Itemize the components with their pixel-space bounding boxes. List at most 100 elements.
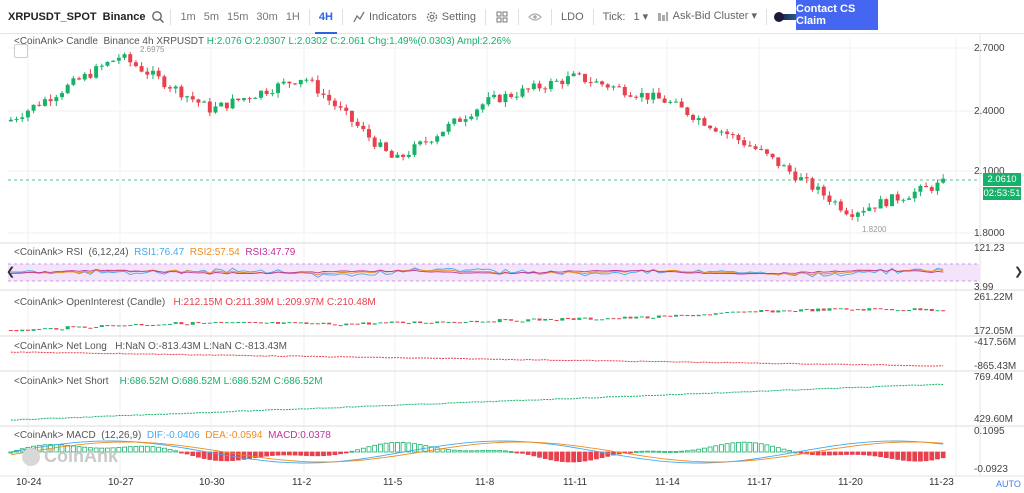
auto-scale-button[interactable]: AUTO (996, 479, 1021, 489)
timeframe-4h[interactable]: 4H (314, 0, 337, 34)
macd-bar (235, 451, 241, 461)
oi-candle (935, 310, 940, 312)
layout-button[interactable] (491, 10, 513, 24)
candle-body (196, 99, 201, 103)
candle-body (492, 94, 497, 98)
candle-body (651, 92, 656, 100)
candle-body (31, 104, 36, 111)
candle-body (116, 57, 121, 61)
netlong-legend: <CoinAnk> Net Long H:NaN O:-813.43M L:Na… (14, 341, 287, 352)
macd-bar (190, 451, 196, 457)
timeframe-5m[interactable]: 5m (203, 10, 219, 23)
macd-bar (531, 451, 537, 457)
candle-body (912, 191, 917, 199)
oi-candle (20, 329, 25, 332)
oi-candle (190, 322, 195, 325)
oi-candle (497, 319, 502, 323)
symbol-label[interactable]: XRPUSDT_SPOT (8, 10, 97, 23)
oi-candle (82, 326, 87, 328)
eye-button[interactable] (524, 10, 546, 24)
candle-body (332, 100, 337, 107)
oi-candle (736, 311, 741, 313)
candle-body (54, 97, 59, 102)
candle-body (372, 137, 377, 147)
candle-body (753, 146, 758, 149)
macd-bar (400, 442, 406, 453)
ask-bid-cluster-button[interactable]: Ask-Bid Cluster ▾ (652, 9, 761, 23)
candle-body (190, 96, 195, 100)
net-short-line (10, 383, 944, 421)
macd-bar (548, 451, 554, 461)
timeframe-30m[interactable]: 30m (256, 10, 278, 23)
timeframe-15m[interactable]: 15m (227, 10, 249, 23)
oi-candle (571, 318, 576, 320)
netshort-axis-bottom: 429.60M (974, 414, 1013, 425)
macd-bar (832, 451, 838, 456)
macd-bar (656, 450, 662, 453)
chevron-down-icon: ▾ (751, 10, 758, 23)
macd-bar (76, 446, 82, 453)
candle-open: O:2.0307 (244, 36, 286, 47)
exchange-label[interactable]: Binance (102, 10, 146, 23)
macd-bar (520, 451, 525, 454)
setting-button[interactable]: Setting (421, 10, 480, 24)
chevron-left-icon[interactable]: ❮ (6, 266, 16, 278)
tick-select[interactable]: 1 ▾ (629, 10, 652, 23)
macd-bar (292, 451, 298, 456)
oi-candle (37, 328, 42, 330)
cluster-icon (658, 11, 669, 21)
macd-bar (377, 443, 383, 453)
divider (308, 8, 310, 25)
candle-body (20, 117, 25, 119)
timeframe-1h[interactable]: 1H (285, 10, 300, 23)
rsi2-value: RSI2:57.54 (189, 247, 240, 258)
oi-candle (185, 324, 190, 326)
indicators-button[interactable]: Indicators (348, 10, 421, 24)
chart-canvas[interactable] (0, 34, 1024, 493)
rsi-legend: <CoinAnk> RSI (6,12,24) RSI1:76.47 RSI2:… (14, 247, 295, 258)
candle-body (42, 99, 47, 106)
netshort-high: H:686.52M (119, 376, 169, 387)
divider (485, 8, 487, 25)
oi-candle (588, 317, 593, 320)
candle-body (742, 140, 747, 146)
candle-body (111, 60, 116, 62)
macd-bar (900, 451, 906, 461)
chevron-right-icon[interactable]: ❯ (1014, 266, 1024, 278)
collapse-button[interactable] (14, 44, 28, 58)
candle-body (185, 96, 190, 98)
macd-bar (758, 443, 764, 453)
candle-body (310, 79, 315, 81)
coinank-logo-icon (22, 447, 40, 466)
oi-candle (554, 319, 559, 321)
oi-candle (128, 324, 133, 326)
candle-body (344, 107, 349, 111)
ldo-selector[interactable]: LDO (561, 10, 584, 23)
candle-body (872, 207, 877, 209)
contact-cs-claim-button[interactable]: Contact CS Claim (796, 0, 878, 30)
oi-candle (617, 318, 622, 320)
oi-candle (486, 321, 491, 323)
divider (766, 8, 768, 25)
macd-bar (593, 451, 599, 460)
macd-bar (309, 451, 315, 457)
oi-candle (179, 322, 184, 325)
search-icon[interactable] (151, 10, 165, 24)
timeframe-1m[interactable]: 1m (180, 10, 196, 23)
tick-label: Tick: (602, 10, 626, 23)
candle-body (907, 198, 912, 200)
candle-high: H:2.076 (206, 36, 242, 47)
date-tick: 10-24 (16, 477, 42, 488)
macd-bar (281, 451, 287, 456)
oi-candle (537, 318, 542, 321)
candle-body (395, 154, 400, 158)
oi-candle (480, 321, 485, 323)
rsi-axis-top: 121.23 (974, 243, 1005, 254)
oi-candle (878, 308, 883, 310)
oi-candle (99, 325, 104, 328)
oi-candle (310, 323, 315, 325)
candle-body (139, 66, 144, 72)
oi-candle (770, 310, 775, 313)
rsi-line (10, 268, 944, 276)
macd-bar (815, 451, 821, 456)
